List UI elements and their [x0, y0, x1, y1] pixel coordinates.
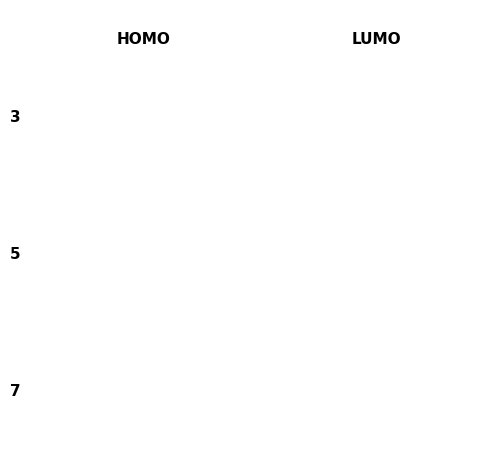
- Text: 3: 3: [10, 110, 20, 125]
- Text: 5: 5: [10, 247, 20, 262]
- Text: LUMO: LUMO: [352, 32, 401, 47]
- Text: HOMO: HOMO: [117, 32, 170, 47]
- Text: 7: 7: [10, 384, 20, 399]
